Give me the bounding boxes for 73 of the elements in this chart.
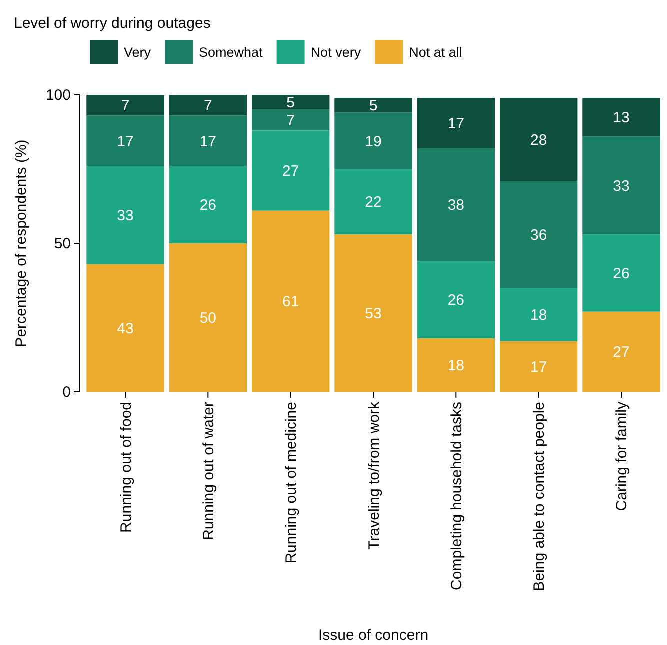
data-label: 33 [613,178,630,195]
bar [417,338,496,392]
bar [582,312,660,392]
data-label: 17 [200,133,217,150]
data-label: 17 [117,133,134,150]
bar [169,166,248,244]
x-axis-title: Issue of concern [318,627,429,644]
data-label: 38 [448,197,465,214]
data-label: 33 [117,208,134,225]
legend-label: Not at all [409,45,462,60]
legend-label: Not very [310,45,362,60]
data-label: 7 [286,112,296,130]
bar [334,98,412,113]
data-label: 50 [200,310,217,327]
x-tick-label: Running out of medicine [283,402,300,564]
data-label: 19 [365,133,382,150]
legend-label: Somewhat [199,45,264,60]
data-label: 5 [286,94,296,112]
x-tick-label: Traveling to/from work [366,402,383,550]
x-tick-label: Completing household tasks [448,402,466,590]
data-label: 18 [448,358,465,375]
bar [169,95,248,116]
data-label: 26 [448,292,465,310]
bar [500,181,578,288]
data-label: 27 [282,162,300,180]
bar [86,264,164,392]
data-label: 27 [613,344,630,362]
bar [500,98,578,182]
bar [169,244,248,392]
data-label: 28 [530,132,548,149]
data-label: 17 [448,115,465,132]
bar [582,98,660,137]
data-label: 17 [530,359,548,376]
bar [252,130,330,211]
bar [334,234,412,392]
data-label: 53 [365,306,382,323]
bar [252,210,330,392]
x-tick-label: Running out of water [200,402,218,540]
bar [86,116,164,166]
data-label: 43 [117,320,134,338]
bar [252,110,330,131]
x-tick-label: Being able to contact people [531,402,548,592]
legend-title: Level of worry during outages [14,15,211,32]
bar [582,136,660,235]
bar [500,342,578,392]
x-tick-label: Caring for family [614,402,631,512]
data-label: 7 [204,98,212,115]
data-label: 36 [530,226,548,244]
data-label: 5 [369,98,378,115]
data-label: 26 [613,265,630,282]
bar [252,95,330,110]
y-tick-label: 0 [62,384,71,401]
bar [334,169,412,235]
bar [86,166,164,264]
data-label: 13 [613,110,630,127]
data-label: 18 [530,307,548,324]
bar [417,148,496,262]
data-label: 26 [200,197,217,214]
bar [417,261,496,339]
bar [169,116,248,166]
bar [334,112,412,170]
data-label: 61 [282,294,300,311]
bar [500,288,578,342]
y-tick-label: 50 [54,235,71,252]
y-axis-title: Percentage of respondents (%) [13,140,30,348]
legend-label: Very [124,45,152,60]
data-label: 22 [365,194,382,212]
bar [86,95,164,116]
x-tick-label: Running out of food [118,402,135,533]
data-label: 7 [121,98,130,115]
bar [417,98,496,148]
y-tick-label: 100 [46,86,71,104]
bar [582,234,660,312]
